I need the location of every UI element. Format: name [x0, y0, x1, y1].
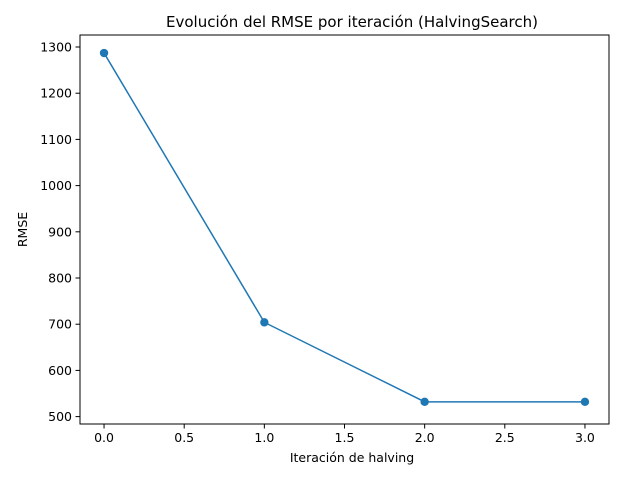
- x-axis-ticks: 0.0 0.5 1.0 1.5 2.0 2.5 3.0: [94, 424, 595, 445]
- data-point: [99, 48, 109, 58]
- y-tick-label: 900: [48, 224, 72, 239]
- x-tick-label: 0.5: [174, 430, 194, 445]
- x-axis-label: Iteración de halving: [290, 450, 414, 465]
- chart-title: Evolución del RMSE por iteración (Halvin…: [166, 13, 538, 31]
- y-tick-label: 1100: [40, 132, 72, 147]
- y-tick-label: 1300: [40, 40, 72, 55]
- data-point: [420, 397, 429, 407]
- x-tick-label: 2.5: [495, 430, 515, 445]
- y-tick-label: 800: [48, 271, 72, 286]
- y-tick-label: 500: [48, 409, 72, 424]
- y-axis-label: RMSE: [15, 212, 30, 247]
- plot-area: [80, 35, 609, 424]
- y-tick-label: 700: [48, 317, 72, 332]
- data-point: [260, 318, 269, 327]
- x-tick-label: 1.5: [335, 430, 355, 445]
- y-axis-ticks: 500 600 700 800 900 1000 1100 1200 1300: [40, 40, 80, 424]
- series-line: [103, 52, 585, 403]
- y-tick-label: 1000: [40, 178, 72, 193]
- x-tick-label: 1.0: [254, 430, 274, 445]
- series-group: [99, 48, 590, 407]
- x-tick-label: 0.0: [94, 430, 114, 445]
- x-tick-label: 3.0: [575, 430, 595, 445]
- plot-frame: [79, 34, 610, 425]
- y-tick-label: 600: [48, 363, 72, 378]
- y-tick-label: 1200: [40, 86, 72, 101]
- data-point: [580, 397, 590, 407]
- x-tick-label: 2.0: [415, 430, 435, 445]
